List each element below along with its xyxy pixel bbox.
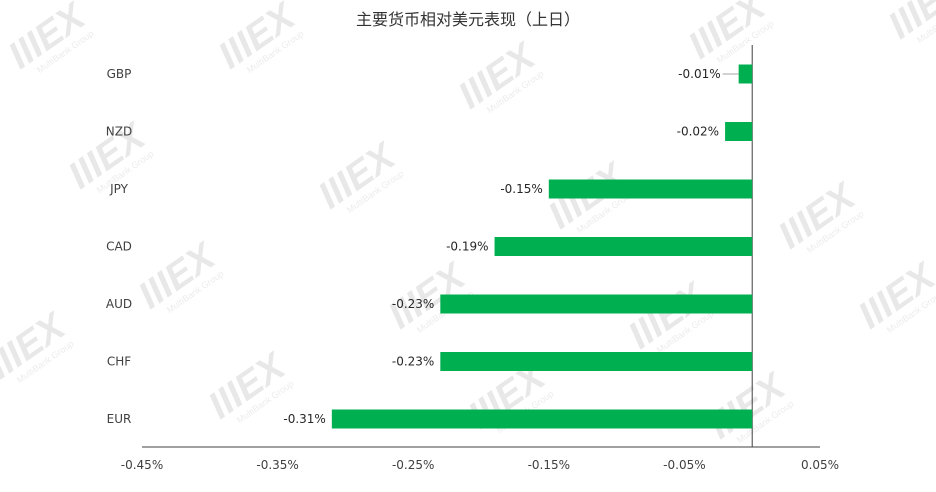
category-label: JPY xyxy=(109,182,129,196)
category-label: NZD xyxy=(106,125,132,139)
bar-cad xyxy=(494,237,753,256)
x-tick-label: 0.05% xyxy=(801,458,839,472)
x-tick-label: -0.45% xyxy=(121,458,163,472)
data-label: -0.23% xyxy=(392,297,434,311)
category-label: EUR xyxy=(107,412,132,426)
category-label: CHF xyxy=(107,355,131,369)
chart-title: 主要货币相对美元表现（上日） xyxy=(355,10,580,29)
bar-eur xyxy=(331,409,753,429)
data-label: -0.31% xyxy=(283,412,325,426)
plot-area: -0.45% -0.35% -0.25% -0.15% -0.05% 0.05% GBP -0… xyxy=(106,45,839,472)
data-label: -0.23% xyxy=(392,355,434,369)
x-tick-label: -0.25% xyxy=(392,458,434,472)
category-label: AUD xyxy=(106,297,132,311)
bar-gbp xyxy=(738,64,753,84)
category-label: GBP xyxy=(107,67,132,81)
bar-jpy xyxy=(548,179,753,199)
x-tick-label: -0.15% xyxy=(528,458,570,472)
watermark-text: IIIEX xyxy=(881,0,936,47)
x-tick-label: -0.35% xyxy=(256,458,298,472)
x-tick-label: -0.05% xyxy=(663,458,705,472)
bar-aud xyxy=(440,294,753,314)
bar-nzd xyxy=(725,122,753,141)
category-label: CAD xyxy=(106,240,132,254)
data-label: -0.15% xyxy=(500,182,542,196)
bar-chf xyxy=(440,352,753,371)
data-label: -0.01% xyxy=(678,67,720,81)
data-label: -0.19% xyxy=(446,240,488,254)
data-label: -0.02% xyxy=(677,125,719,139)
